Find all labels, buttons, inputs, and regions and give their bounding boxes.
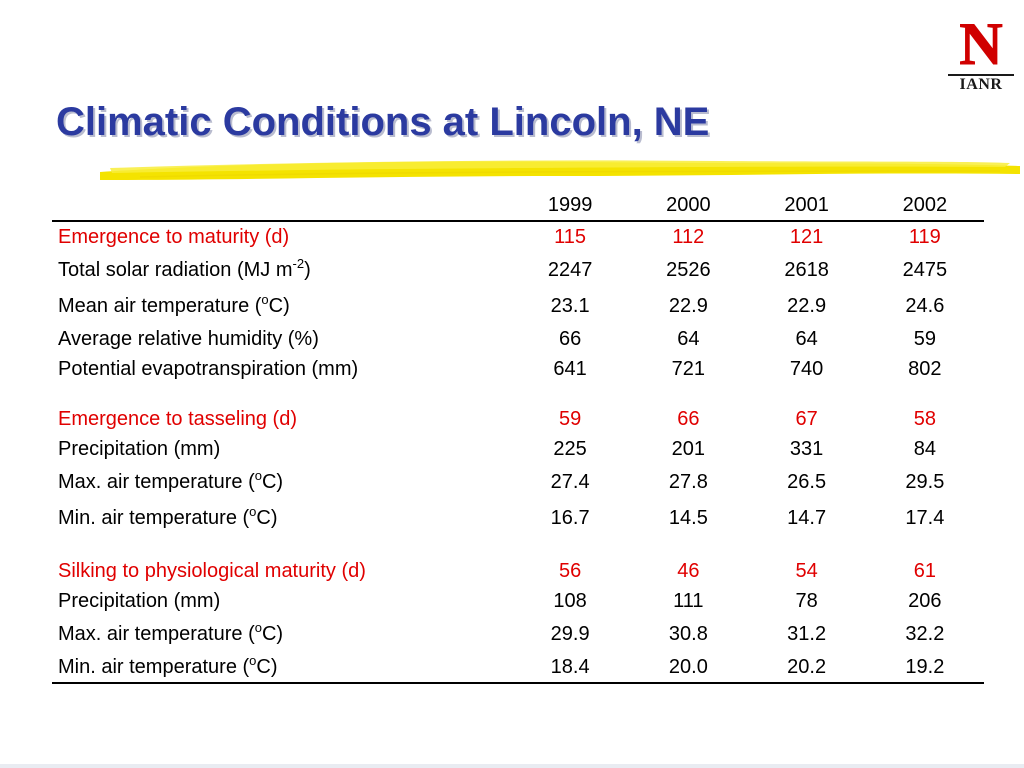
year-header: 2002 <box>865 190 984 222</box>
logo-text: IANR <box>948 74 1014 94</box>
row-label: Total solar radiation (MJ m-2) <box>58 255 311 281</box>
row-label: Precipitation (mm) <box>58 437 221 460</box>
row-label: Silking to physiological maturity (d) <box>58 559 366 582</box>
cell-value: 26.5 <box>787 470 827 493</box>
year-header: 1999 <box>510 190 630 222</box>
footer-divider <box>0 764 1024 768</box>
cell-value: 2247 <box>547 258 593 281</box>
row-label: Min. air temperature (oC) <box>58 503 278 529</box>
table-row: Min. air temperature (oC) 18.4 20.0 20.2… <box>52 652 984 684</box>
cell-value: 22.9 <box>787 294 827 317</box>
highlighter-stroke-decoration <box>100 160 1020 180</box>
table-row: Emergence to maturity (d) 115 112 121 11… <box>52 221 984 252</box>
cell-value: 27.8 <box>668 470 708 493</box>
cell-value: 84 <box>913 437 936 460</box>
cell-value: 14.5 <box>668 506 708 529</box>
cell-value: 64 <box>677 327 700 350</box>
row-label: Emergence to maturity (d) <box>58 225 290 248</box>
cell-value: 27.4 <box>550 470 590 493</box>
nebraska-ianr-logo: N IANR <box>948 14 1014 94</box>
table-row: Silking to physiological maturity (d) 56… <box>52 556 984 586</box>
cell-value: 2526 <box>666 258 711 281</box>
table-row: Max. air temperature (oC) 27.4 27.8 26.5… <box>52 464 984 500</box>
table-row: Total solar radiation (MJ m-2) 2247 2526… <box>52 252 984 288</box>
cell-value: 225 <box>553 437 587 460</box>
cell-value: 23.1 <box>550 294 590 317</box>
table-row: Precipitation (mm) 225 201 331 84 <box>52 434 984 464</box>
climate-table: 1999 2000 2001 2002 Emergence to maturit… <box>52 190 984 684</box>
row-label: Max. air temperature (oC) <box>58 619 284 645</box>
cell-value: 2618 <box>784 258 829 281</box>
cell-value: 121 <box>789 225 824 248</box>
row-label: Average relative humidity (%) <box>58 327 319 350</box>
cell-value: 46 <box>677 559 700 582</box>
year-header: 2000 <box>629 190 748 222</box>
cell-value: 721 <box>671 357 706 380</box>
table-row: Mean air temperature (oC) 23.1 22.9 22.9… <box>52 288 984 324</box>
logo-letter: N <box>959 11 1003 77</box>
cell-value: 29.9 <box>550 622 590 645</box>
cell-value: 201 <box>671 437 706 460</box>
cell-value: 56 <box>558 559 582 582</box>
row-label: Max. air temperature (oC) <box>58 467 284 493</box>
cell-value: 802 <box>908 357 942 380</box>
cell-value: 64 <box>795 327 818 350</box>
cell-value: 61 <box>913 559 936 582</box>
spacer-row <box>52 384 984 404</box>
cell-value: 29.5 <box>905 470 945 493</box>
cell-value: 32.2 <box>905 622 945 645</box>
table-row: Max. air temperature (oC) 29.9 30.8 31.2… <box>52 616 984 652</box>
cell-value: 20.0 <box>629 652 748 684</box>
cell-value: 58 <box>913 407 936 430</box>
header-blank <box>52 190 511 222</box>
year-header: 2001 <box>747 190 866 222</box>
cell-value: 67 <box>795 407 818 430</box>
cell-value: 115 <box>554 225 587 248</box>
spacer-row <box>52 536 984 556</box>
cell-value: 19.2 <box>865 652 984 684</box>
cell-value: 78 <box>795 589 818 612</box>
cell-value: 108 <box>553 589 587 612</box>
cell-value: 641 <box>553 357 587 380</box>
cell-value: 331 <box>789 437 824 460</box>
cell-value: 54 <box>795 559 818 582</box>
cell-value: 24.6 <box>905 294 945 317</box>
table-row: Average relative humidity (%) 66 64 64 5… <box>52 324 984 354</box>
cell-value: 59 <box>558 407 582 430</box>
cell-value: 111 <box>673 589 704 612</box>
cell-value: 18.4 <box>510 652 630 684</box>
row-label: Emergence to tasseling (d) <box>58 407 298 430</box>
cell-value: 740 <box>789 357 824 380</box>
cell-value: 17.4 <box>905 506 945 529</box>
row-label: Min. air temperature (oC) <box>52 652 511 684</box>
cell-value: 112 <box>672 225 705 248</box>
cell-value: 2475 <box>902 258 948 281</box>
row-label: Precipitation (mm) <box>58 589 221 612</box>
page-title: Climatic Conditions at Lincoln, NE <box>56 100 710 144</box>
cell-value: 59 <box>913 327 936 350</box>
year-header-row: 1999 2000 2001 2002 <box>52 190 984 222</box>
cell-value: 30.8 <box>668 622 708 645</box>
table-row: Min. air temperature (oC) 16.7 14.5 14.7… <box>52 500 984 536</box>
row-label: Mean air temperature (oC) <box>58 291 290 317</box>
table-row: Precipitation (mm) 108 111 78 206 <box>52 586 984 616</box>
cell-value: 66 <box>558 327 582 350</box>
cell-value: 66 <box>677 407 700 430</box>
cell-value: 22.9 <box>668 294 708 317</box>
cell-value: 16.7 <box>550 506 590 529</box>
cell-value: 206 <box>908 589 942 612</box>
row-label: Potential evapotranspiration (mm) <box>58 357 359 380</box>
table-row: Potential evapotranspiration (mm) 641 72… <box>52 354 984 384</box>
cell-value: 20.2 <box>747 652 866 684</box>
cell-value: 31.2 <box>787 622 827 645</box>
table-row: Emergence to tasseling (d) 59 66 67 58 <box>52 404 984 434</box>
cell-value: 14.7 <box>787 506 827 529</box>
cell-value: 119 <box>908 225 941 248</box>
